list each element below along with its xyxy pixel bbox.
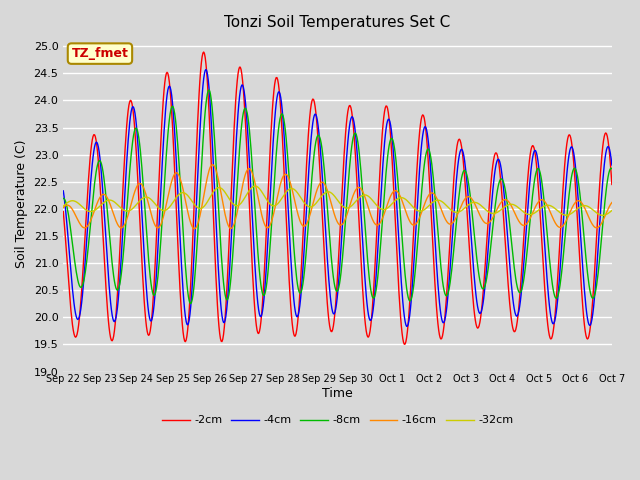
-8cm [422, 153, 429, 158]
-8cm [406, 298, 413, 304]
-8cm [187, 301, 195, 307]
-4cm [69, 294, 77, 300]
-16cm [406, 218, 413, 224]
-16cm [422, 198, 429, 204]
-4cm [60, 188, 67, 194]
-4cm [202, 67, 210, 72]
Line: -2cm: -2cm [63, 52, 612, 344]
-16cm [182, 197, 189, 203]
Line: -16cm: -16cm [63, 165, 612, 229]
-2cm [406, 300, 413, 306]
-32cm [251, 183, 259, 189]
-16cm [69, 208, 77, 214]
-8cm [60, 195, 67, 201]
-4cm [403, 324, 410, 329]
-32cm [126, 208, 134, 214]
-4cm [211, 200, 219, 206]
-4cm [182, 313, 189, 319]
Legend: -2cm, -4cm, -8cm, -16cm, -32cm: -2cm, -4cm, -8cm, -16cm, -32cm [157, 411, 518, 430]
-32cm [182, 191, 189, 196]
-8cm [212, 159, 220, 165]
Text: TZ_fmet: TZ_fmet [72, 47, 129, 60]
-32cm [608, 208, 616, 214]
-16cm [608, 200, 616, 205]
-32cm [421, 206, 429, 212]
-8cm [182, 263, 189, 268]
-2cm [200, 49, 207, 55]
X-axis label: Time: Time [322, 387, 353, 400]
-4cm [406, 312, 413, 318]
-8cm [126, 169, 134, 175]
-16cm [60, 204, 67, 210]
Line: -32cm: -32cm [63, 186, 612, 216]
-32cm [60, 203, 67, 209]
Title: Tonzi Soil Temperatures Set C: Tonzi Soil Temperatures Set C [225, 15, 451, 30]
Line: -4cm: -4cm [63, 70, 612, 326]
-8cm [69, 247, 77, 253]
-2cm [608, 181, 616, 187]
-4cm [126, 120, 134, 126]
-8cm [608, 166, 616, 172]
-2cm [69, 327, 77, 333]
-4cm [608, 162, 616, 168]
-32cm [211, 188, 218, 193]
-2cm [126, 99, 134, 105]
-16cm [209, 162, 217, 168]
-2cm [60, 209, 67, 215]
-2cm [401, 341, 408, 347]
-2cm [182, 339, 189, 345]
-16cm [126, 207, 134, 213]
-32cm [599, 213, 607, 218]
-32cm [69, 198, 77, 204]
-32cm [405, 200, 413, 205]
-2cm [211, 256, 219, 262]
Y-axis label: Soil Temperature (C): Soil Temperature (C) [15, 139, 28, 268]
Line: -8cm: -8cm [63, 90, 612, 304]
-16cm [212, 167, 220, 173]
-4cm [422, 124, 429, 130]
-16cm [191, 226, 198, 232]
-2cm [422, 126, 429, 132]
-8cm [205, 87, 213, 93]
